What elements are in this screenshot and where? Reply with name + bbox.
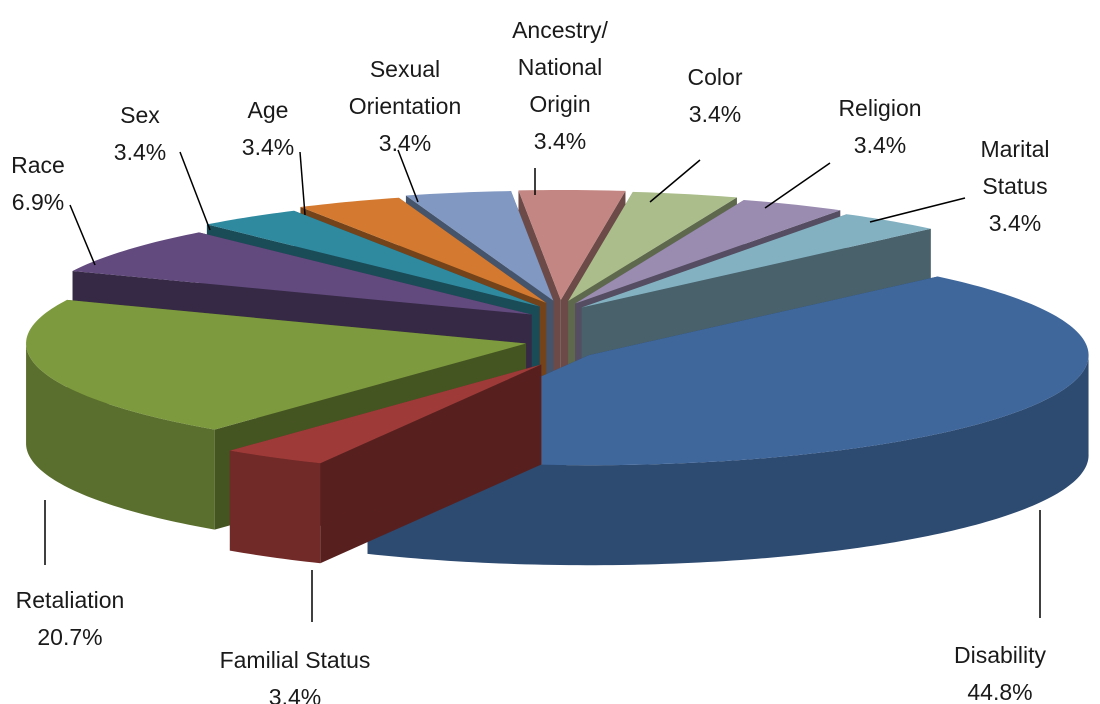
category-label: Sexual Orientation	[349, 56, 462, 119]
slice	[575, 199, 841, 304]
value-label: 3.4%	[854, 132, 906, 158]
slice-wall	[26, 342, 215, 530]
label-line: Marital	[980, 136, 1049, 162]
category-label: Retaliation	[16, 587, 125, 613]
value-label: 3.4%	[534, 128, 586, 154]
label-line: Familial Status	[220, 647, 371, 673]
leader-line	[397, 149, 419, 203]
slice-wall	[229, 450, 321, 564]
slice	[518, 190, 626, 301]
category-label: Familial Status	[220, 647, 371, 673]
leader-line	[69, 204, 96, 266]
value-label: 20.7%	[37, 624, 102, 650]
slice-wall	[367, 353, 1089, 566]
value-label: 3.4%	[114, 139, 166, 165]
label-line: Orientation	[349, 93, 462, 119]
value-label: 3.4%	[379, 130, 431, 156]
label-line: Status	[982, 173, 1047, 199]
slice	[229, 364, 542, 464]
category-label: Age	[248, 97, 289, 123]
value-label: 3.4%	[989, 210, 1041, 236]
label-line: Retaliation	[16, 587, 125, 613]
label-line: Color	[688, 64, 743, 90]
label-line: National	[518, 54, 602, 80]
value-label: 3.4%	[242, 134, 294, 160]
category-label: Disability	[954, 642, 1047, 668]
slice	[72, 232, 532, 315]
label-line: Religion	[838, 95, 921, 121]
slice	[405, 191, 554, 301]
label-line: Origin	[529, 91, 590, 117]
label-line: Disability	[954, 642, 1047, 668]
category-label: Religion	[838, 95, 921, 121]
category-label: Color	[688, 64, 743, 90]
slice	[581, 214, 931, 308]
leader-line	[869, 197, 966, 223]
leader-line	[179, 151, 211, 231]
label-line: Sex	[120, 102, 160, 128]
label-line: Race	[11, 152, 65, 178]
category-label: Ancestry/National Origin	[512, 17, 608, 117]
slice	[206, 210, 540, 307]
leader-line	[649, 159, 701, 203]
label-line: Sexual	[370, 56, 440, 82]
slice	[568, 191, 737, 301]
value-label: 6.9%	[12, 189, 64, 215]
label-line: Ancestry/	[512, 17, 608, 43]
category-label: Race	[11, 152, 65, 178]
slice	[300, 197, 547, 303]
leader-line	[764, 162, 831, 209]
value-label: 3.4%	[689, 101, 741, 127]
slice	[367, 276, 1089, 466]
category-label: Marital Status	[980, 136, 1049, 199]
label-line: Age	[248, 97, 289, 123]
slice	[26, 299, 527, 430]
leader-line	[299, 151, 306, 216]
value-label: 3.4%	[269, 684, 321, 704]
value-label: 44.8%	[967, 679, 1032, 704]
category-label: Sex	[120, 102, 160, 128]
